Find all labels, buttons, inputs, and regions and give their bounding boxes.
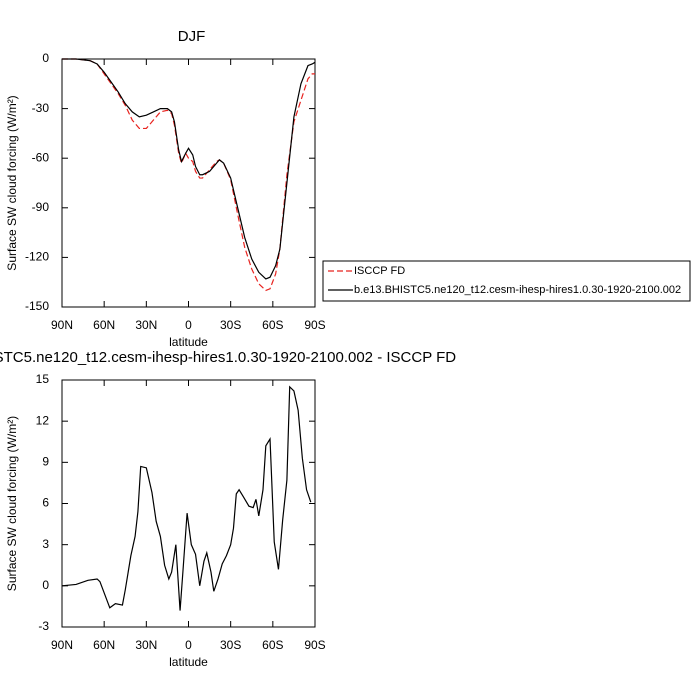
chart-title: b.e13.BHISTC5.ne120_t12.cesm-ihesp-hires… xyxy=(0,349,456,366)
plot-frame xyxy=(61,58,316,308)
legend-label: ISCCP FD xyxy=(354,265,405,277)
x-tick-label: 90S xyxy=(304,638,325,652)
x-tick-label: 60S xyxy=(262,638,283,652)
x-tick-label: 60S xyxy=(262,318,283,332)
x-tick-label: 60N xyxy=(93,318,115,332)
legend-box xyxy=(322,260,691,302)
y-tick-label: -60 xyxy=(32,150,50,164)
data-line xyxy=(61,385,312,611)
x-tick-label: 30S xyxy=(220,318,241,332)
y-axis-label: Surface SW cloud forcing (W/m²) xyxy=(5,416,19,591)
x-tick-label: 90S xyxy=(304,318,325,332)
x-tick-label: 90N xyxy=(51,638,73,652)
y-tick-label: -120 xyxy=(25,250,49,264)
x-axis-label: latitude xyxy=(169,655,208,669)
y-axis-label: Surface SW cloud forcing (W/m²) xyxy=(5,95,19,270)
y-tick-label: -90 xyxy=(32,200,50,214)
y-tick-label: 15 xyxy=(36,372,50,386)
x-tick-label: 0 xyxy=(185,638,192,652)
x-axis-label: latitude xyxy=(169,335,208,349)
y-tick-label: -30 xyxy=(32,101,50,115)
y-tick-label: -3 xyxy=(38,619,49,633)
x-tick-label: 30N xyxy=(135,638,157,652)
y-tick-label: 0 xyxy=(42,51,49,65)
y-tick-label: 12 xyxy=(36,413,50,427)
plot-frame xyxy=(61,379,316,628)
data-line xyxy=(62,58,316,280)
x-tick-label: 30S xyxy=(220,638,241,652)
y-tick-label: 3 xyxy=(42,537,49,551)
y-tick-label: -150 xyxy=(25,299,49,313)
legend-label: b.e13.BHISTC5.ne120_t12.cesm-ihesp-hires… xyxy=(354,284,681,296)
data-line xyxy=(62,58,315,292)
y-tick-label: 0 xyxy=(42,578,49,592)
x-tick-label: 30N xyxy=(135,318,157,332)
x-tick-label: 0 xyxy=(185,318,192,332)
y-tick-label: 6 xyxy=(42,496,49,510)
chart-title: DJF xyxy=(178,28,206,45)
x-tick-label: 90N xyxy=(51,318,73,332)
y-tick-label: 9 xyxy=(42,455,49,469)
x-tick-label: 60N xyxy=(93,638,115,652)
